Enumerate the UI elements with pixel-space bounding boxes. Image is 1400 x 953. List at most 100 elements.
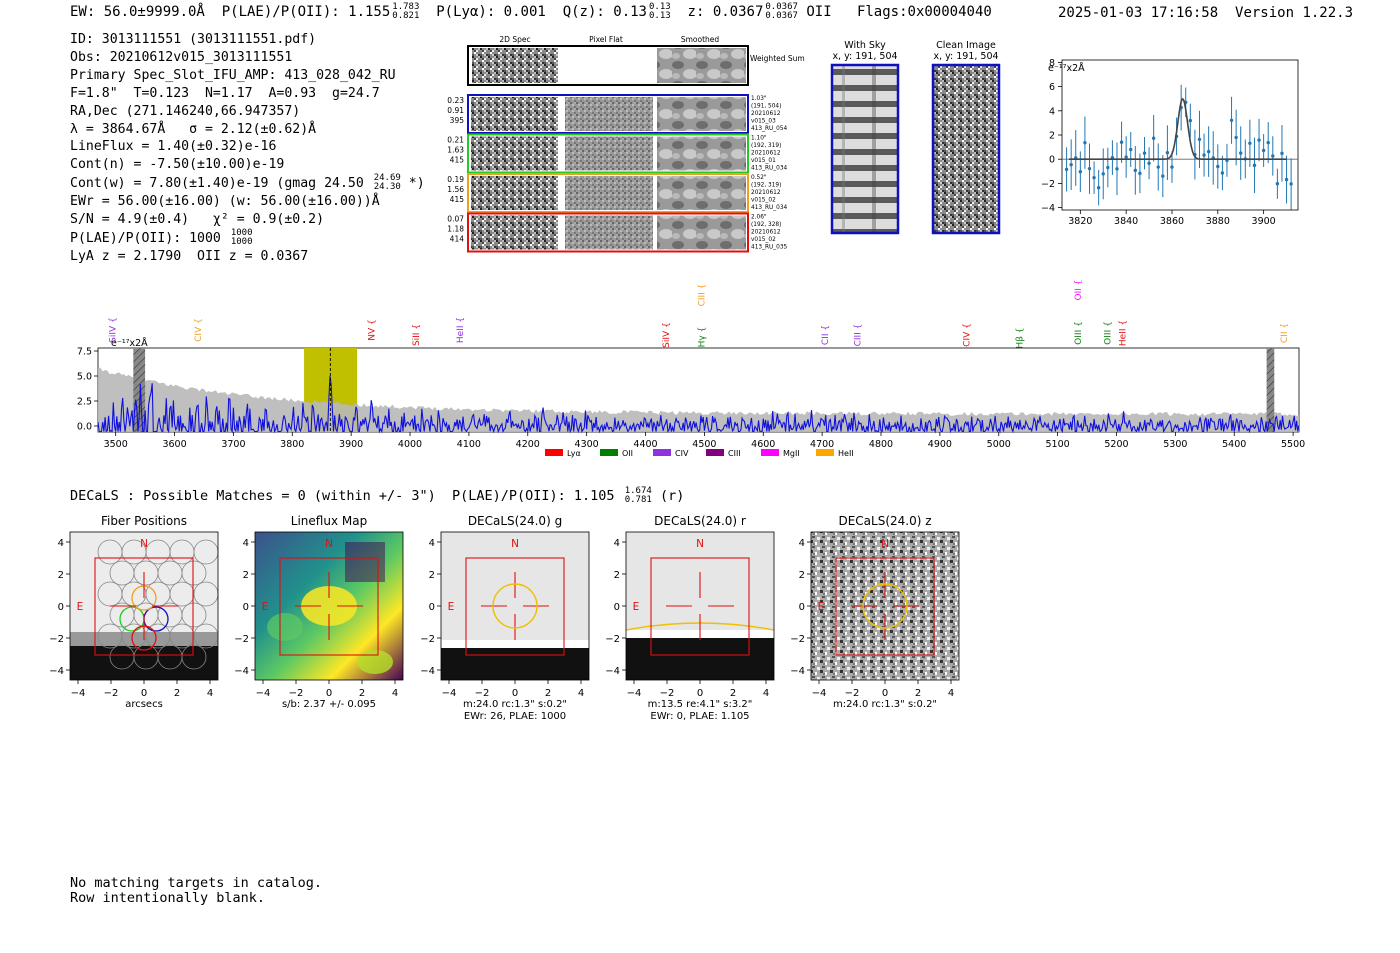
spectrum-xtick: 4100	[457, 439, 481, 450]
info-obs: Obs: 20210612v015_3013111551	[70, 49, 293, 65]
cutout-left-value: 395	[450, 116, 465, 125]
spectrum-xtick: 4800	[869, 439, 893, 450]
aperture-circle	[862, 583, 908, 629]
decals-ytick: 0	[58, 602, 64, 613]
zoom-point	[1216, 164, 1220, 169]
info-lineflux: LineFlux = 1.40(±0.32)e-16	[70, 139, 277, 155]
spectrum-xtick: 4500	[692, 439, 716, 450]
decals-xtick: −4	[256, 688, 271, 699]
zoom-xtick: 3880	[1206, 216, 1230, 227]
decals-xtick: −2	[475, 688, 490, 699]
weighted-smoothed	[657, 48, 746, 83]
panel-caption: s/b: 2.37 +/- 0.095	[282, 699, 376, 710]
east-label: E	[633, 601, 640, 613]
decals-xtick: 0	[326, 688, 332, 699]
cutout-right-value: (191, 504)	[751, 104, 781, 110]
version: Version 1.22.3	[1235, 5, 1354, 21]
line-marker-label: CIII {	[853, 324, 863, 347]
cutout-right-value: 413_RU_034	[751, 205, 788, 211]
cutout-right-value: 413_RU_035	[751, 245, 788, 251]
zoom-point	[1234, 135, 1238, 140]
decals-xtick: 2	[359, 688, 365, 699]
spectrum-ytick: 7.5	[77, 347, 92, 358]
line-marker-label: OIII {	[1074, 321, 1084, 345]
zoom-point	[1271, 154, 1275, 158]
weighted-sum-label: Weighted Sum	[750, 54, 805, 63]
col-header-2dspec: 2D Spec	[499, 35, 530, 44]
clean-image	[931, 63, 1001, 235]
line-marker-label: HeII {	[456, 317, 466, 343]
zoom-point	[1069, 162, 1073, 167]
spectrum-xtick: 3700	[221, 439, 245, 450]
panel-caption: arcsecs	[125, 699, 163, 710]
zoom-ytick: 6	[1049, 82, 1055, 93]
decals-xtick: 4	[392, 688, 398, 699]
zoom-fit-curve	[1068, 97, 1287, 160]
spectrum-xtick: 5200	[1104, 439, 1128, 450]
z-value: z: 0.0367	[687, 4, 764, 20]
aperture-box	[835, 557, 935, 656]
north-label: N	[511, 538, 519, 550]
decals-panel: DECaLS(24.0) g N E 4 2 0 −2 −4 −4 −2 0 2 4 m:24.0 rc:…	[420, 514, 590, 722]
plae-info-hi: 1000	[230, 227, 253, 238]
decals-ytick: 2	[429, 570, 435, 581]
zoom-xtick: 3860	[1160, 216, 1184, 227]
north-label: N	[325, 538, 333, 550]
cutout-right-value: (192, 328)	[751, 222, 781, 228]
zoom-point	[1202, 153, 1206, 157]
cutout-left-value: 415	[450, 195, 465, 204]
cutout-right-value: (192, 319)	[751, 183, 781, 189]
zoom-point	[1261, 148, 1266, 153]
zoom-point	[1289, 182, 1293, 186]
panel-title: DECaLS(24.0) g	[468, 514, 562, 528]
spectrum-ytick: 0.0	[77, 422, 92, 433]
decals-xtick: 0	[512, 688, 518, 699]
fiber-circle	[181, 602, 207, 628]
zoom-point	[1138, 171, 1142, 176]
decals-panels: Fiber Positions N E 4 2 0 −2 −4 −4 −2 0 2 4 arcsecs Li…	[49, 514, 960, 722]
line-marker-label: Hγ {	[697, 327, 707, 348]
zoom-point	[1087, 166, 1092, 171]
info-plae: P(LAE)/P(OII): 1000 1000 1000	[70, 227, 425, 248]
zoom-ytick: 0	[1049, 155, 1055, 166]
plae-value: P(LAE)/P(OII): 1.155	[221, 4, 391, 20]
zoom-point	[1284, 177, 1289, 182]
emission-line-markers: SiIV {CIV {NV {SiII {HeII {SiIV {CIII {H…	[109, 280, 1291, 349]
zoom-point	[1197, 137, 1202, 142]
panel-caption-2: EWr: 26, PLAE: 1000	[464, 711, 566, 722]
decals-ytick: 4	[243, 538, 249, 549]
cutout-smoothed	[657, 176, 746, 210]
decals-ytick: −4	[605, 666, 620, 677]
decals-xtick: 2	[545, 688, 551, 699]
info-id: ID: 3013111551 (3013111551.pdf)	[70, 32, 317, 47]
contw-value: Cont(w) = 7.80(±1.40)e-19 (gmag 24.50	[70, 176, 364, 192]
cutout-right-value: 20210612	[751, 151, 781, 157]
qz-range: 0.13 0.13	[649, 3, 671, 21]
cutout-right-value: 0.52"	[751, 175, 767, 181]
aperture-circle	[492, 583, 538, 629]
zoom-point	[1092, 175, 1096, 180]
decals-ytick: 4	[799, 538, 805, 549]
decals-xtick: 4	[578, 688, 584, 699]
spectrum-xtick: 4200	[516, 439, 540, 450]
zoom-unit: e⁻¹⁷x2Å	[1048, 62, 1085, 74]
decals-xtick: −4	[812, 688, 827, 699]
qz-hi: 0.13	[648, 2, 671, 12]
qz-lo: 0.13	[648, 11, 671, 21]
legend-label: CIII	[728, 449, 741, 458]
line-marker-label: OIII {	[1104, 321, 1114, 345]
zoom-point	[1101, 172, 1105, 176]
east-label: E	[262, 601, 269, 613]
decals-xtick: −2	[660, 688, 675, 699]
aperture-box	[650, 557, 750, 656]
spectrum-xtick: 4400	[633, 439, 657, 450]
info-lya: LyA z = 2.1790 OII z = 0.0367	[70, 248, 309, 264]
cutout-smoothed	[657, 97, 746, 131]
flux-line	[97, 375, 1300, 434]
panel-title: DECaLS(24.0) r	[654, 514, 746, 528]
fiber-circle	[181, 560, 207, 586]
decals-xtick: −2	[104, 688, 119, 699]
line-marker-label: Hβ {	[1015, 327, 1025, 348]
legend-swatch	[600, 449, 618, 456]
cutout-frame	[467, 94, 749, 134]
